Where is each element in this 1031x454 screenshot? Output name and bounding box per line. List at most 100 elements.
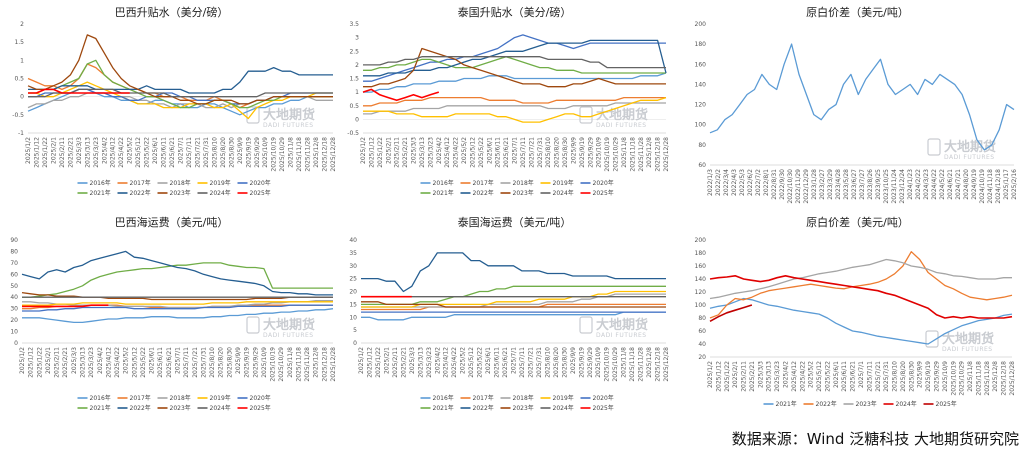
watermark-cn: 大地期货 bbox=[596, 317, 648, 333]
y-tick-label: 0.5 bbox=[349, 103, 359, 110]
watermark-en: DADI FUTURES bbox=[263, 332, 314, 339]
x-tick-label: 2024/9/19 bbox=[971, 169, 978, 200]
x-tick-label: 2025/11/18 bbox=[295, 347, 302, 382]
x-tick-label: 2025/12/18 bbox=[1001, 361, 1008, 396]
legend-label: 2022年 bbox=[130, 404, 151, 412]
x-tick-label: 2025/5/2 bbox=[123, 347, 130, 374]
x-tick-label: 2025/10/19 bbox=[950, 361, 957, 396]
x-tick-label: 2025/9/9 bbox=[570, 137, 577, 164]
x-tick-label: 2025/10/19 bbox=[270, 347, 277, 382]
x-tick-label: 2025/5/22 bbox=[478, 137, 485, 168]
x-tick-label: 2022/10/30 bbox=[787, 169, 794, 204]
x-tick-label: 2025/11/8 bbox=[621, 137, 628, 168]
x-tick-label: 2023/8/26 bbox=[867, 169, 874, 200]
x-tick-label: 2025/1/22 bbox=[36, 347, 43, 378]
chart-white-raw-spread-2: 原白价差（美元/吨） 20 40 60 80 100 120 140 160 180 200 2025… bbox=[686, 210, 1029, 420]
x-tick-label: 2025/4/22 bbox=[114, 347, 121, 378]
y-tick-label: 160 bbox=[695, 263, 707, 270]
chart-thai-premium: 泰国升贴水（美分/磅） -0.5 0 0.5 1 1.5 2 2.5 3 3.5 2025/1/2 2… bbox=[343, 0, 686, 205]
x-tick-label: 2025/5/12 bbox=[135, 137, 142, 168]
watermark-en: DADI FUTURES bbox=[942, 346, 993, 353]
x-tick-label: 2025/7/11 bbox=[183, 347, 190, 378]
series-line bbox=[363, 72, 667, 93]
x-tick-label: 2025/9/29 bbox=[934, 361, 941, 392]
series-line bbox=[363, 56, 666, 74]
x-tick-label: 2024/5/22 bbox=[939, 169, 946, 200]
y-tick-label: 200 bbox=[695, 237, 707, 244]
x-tick-label: 2025/9/29 bbox=[252, 347, 259, 378]
x-tick-label: 2025/11/28 bbox=[984, 361, 991, 396]
x-tick-label: 2025/10/19 bbox=[271, 137, 278, 172]
x-tick-label: 2025/11/28 bbox=[304, 347, 311, 382]
series-line bbox=[362, 88, 440, 102]
y-tick-label: 40 bbox=[10, 294, 18, 301]
x-tick-label: 2025/4/22 bbox=[453, 137, 460, 168]
legend-label: 2021年 bbox=[433, 189, 454, 197]
y-tick-label: 10 bbox=[349, 314, 357, 321]
x-tick-label: 2025/5/2 bbox=[460, 347, 467, 374]
x-tick-label: 2025/6/11 bbox=[157, 347, 164, 378]
legend-label: 2018年 bbox=[170, 179, 191, 187]
y-tick-label: 30 bbox=[349, 263, 357, 270]
x-tick-label: 2025/8/10 bbox=[545, 137, 552, 168]
x-tick-label: 2025/7/21 bbox=[194, 137, 201, 168]
x-tick-label: 2024/7/21 bbox=[955, 169, 962, 200]
x-tick-label: 2025/5/2 bbox=[127, 137, 134, 164]
x-tick-label: 2025/7/31 bbox=[203, 137, 210, 168]
legend-label: 2023年 bbox=[170, 404, 191, 412]
legend-label: 2020年 bbox=[593, 394, 614, 402]
series-line bbox=[22, 300, 333, 309]
legend-label: 2024年 bbox=[553, 404, 574, 412]
x-tick-label: 2025/8/20 bbox=[218, 347, 225, 378]
x-tick-label: 2025/3/23 bbox=[426, 347, 433, 378]
x-tick-label: 2024/6/21 bbox=[947, 169, 954, 200]
x-tick-label: 2025/7/11 bbox=[186, 137, 193, 168]
x-tick-label: 2022/12/29 bbox=[803, 169, 810, 204]
y-tick-label: 1.5 bbox=[14, 39, 24, 46]
y-tick-label: 40 bbox=[698, 341, 706, 348]
x-tick-label: 2025/2/21 bbox=[400, 347, 407, 378]
watermark-en: DADI FUTURES bbox=[596, 332, 647, 339]
x-tick-label: 2025/7/11 bbox=[519, 347, 526, 378]
x-tick-label: 2025/6/21 bbox=[166, 347, 173, 378]
x-tick-label: 2025/3/3 bbox=[76, 137, 83, 164]
watermark-en: DADI FUTURES bbox=[263, 122, 314, 129]
x-tick-label: 2025/4/2 bbox=[783, 361, 790, 388]
legend-label: 2018年 bbox=[513, 179, 534, 187]
x-tick-label: 2025/11/18 bbox=[629, 137, 636, 172]
x-tick-label: 2022/1/3 bbox=[707, 169, 714, 196]
x-tick-label: 2025/7/21 bbox=[192, 347, 199, 378]
y-tick-label: 25 bbox=[349, 276, 357, 283]
x-tick-label: 2025/11/8 bbox=[287, 347, 294, 378]
watermark-cn: 大地期货 bbox=[263, 107, 315, 123]
x-tick-label: 2025/11/8 bbox=[967, 361, 974, 392]
y-tick-label: 70 bbox=[10, 260, 18, 267]
x-tick-label: 2025/10/9 bbox=[261, 347, 268, 378]
y-tick-label: 120 bbox=[695, 289, 707, 296]
series-line bbox=[363, 34, 666, 82]
watermark-cn: 大地期货 bbox=[263, 317, 315, 333]
legend-label: 2019年 bbox=[553, 394, 574, 402]
x-tick-label: 2025/11/8 bbox=[621, 347, 628, 378]
series-line bbox=[361, 301, 666, 308]
series-line bbox=[709, 258, 1012, 300]
x-tick-label: 2025/2/1 bbox=[45, 347, 52, 374]
y-tick-label: 2.5 bbox=[349, 48, 359, 55]
legend-label: 2016年 bbox=[90, 179, 111, 187]
chart-thai-freight: 泰国海运费（美元/吨） 0 5 10 15 20 25 30 35 40 2025/1/2 2025/… bbox=[343, 210, 686, 420]
x-tick-label: 2025/8/30 bbox=[562, 137, 569, 168]
x-tick-label: 2025/1/12 bbox=[28, 347, 35, 378]
x-tick-label: 2022/9/30 bbox=[779, 169, 786, 200]
y-tick-label: 30 bbox=[10, 306, 18, 313]
x-tick-label: 2025/6/21 bbox=[502, 347, 509, 378]
y-tick-label: 60 bbox=[10, 271, 18, 278]
legend-label: 2025年 bbox=[936, 400, 957, 408]
series-line bbox=[22, 304, 333, 312]
x-tick-label: 2022/3/4 bbox=[723, 169, 730, 196]
y-tick-label: 40 bbox=[349, 237, 357, 244]
x-tick-label: 2024/1/23 bbox=[907, 169, 914, 200]
chart-svg: 原白价差（美元/吨） 20 40 60 80 100 120 140 160 180 200 2025… bbox=[695, 215, 1016, 408]
legend-label: 2016年 bbox=[433, 394, 454, 402]
